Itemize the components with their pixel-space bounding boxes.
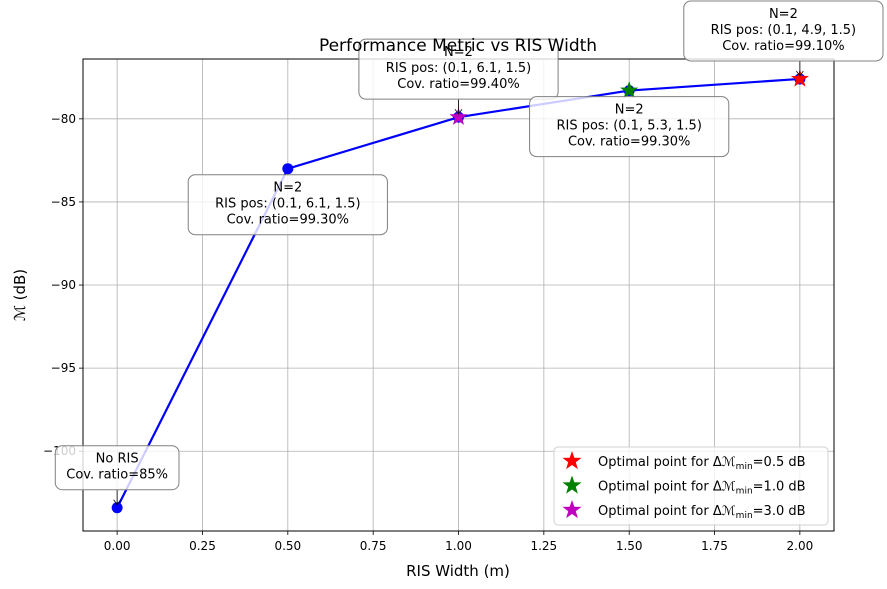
optimal-point-star bbox=[790, 69, 809, 87]
annotation-text-line: N=2 bbox=[444, 45, 473, 60]
legend-marker-star bbox=[562, 475, 582, 494]
x-tick-label: 0.25 bbox=[189, 539, 216, 553]
legend-entry-prefix: Optimal point for Δ bbox=[598, 455, 722, 470]
optimal-point-star bbox=[449, 107, 468, 125]
x-tick-label: 0.75 bbox=[360, 539, 387, 553]
y-tick-label: −90 bbox=[51, 278, 76, 292]
annotation-text-line: Cov. ratio=99.40% bbox=[397, 77, 519, 92]
y-axis-title-symbol: ℳ bbox=[11, 305, 29, 321]
legend-entry-subscript: min bbox=[736, 487, 753, 497]
legend-box bbox=[553, 446, 829, 526]
annotation-text-line: Cov. ratio=99.30% bbox=[227, 213, 349, 228]
annotation-text-line: N=2 bbox=[769, 7, 798, 22]
annotation-text-line: Cov. ratio=99.30% bbox=[568, 135, 690, 150]
annotation-box bbox=[54, 445, 180, 491]
annotation-box bbox=[187, 174, 388, 236]
legend-entry-label: Optimal point for Δℳmin=3.0 dB bbox=[598, 504, 806, 521]
data-point-marker bbox=[111, 502, 123, 514]
annotation-box bbox=[529, 96, 730, 158]
data-points bbox=[111, 69, 809, 514]
legend-entry-suffix: =3.0 dB bbox=[753, 504, 806, 519]
legend-entry-prefix: Optimal point for Δ bbox=[598, 504, 722, 519]
annotation-text-line: Cov. ratio=85% bbox=[66, 468, 168, 483]
legend-marker-star bbox=[562, 451, 582, 470]
annotation-text-line: RIS pos: (0.1, 6.1, 1.5) bbox=[215, 197, 360, 212]
annotation-box bbox=[358, 38, 559, 100]
x-tick-label: 1.50 bbox=[616, 539, 643, 553]
annotation-arrow-head bbox=[113, 499, 121, 506]
annotation-text-line: RIS pos: (0.1, 6.1, 1.5) bbox=[386, 61, 531, 76]
y-tick-label: −95 bbox=[51, 361, 76, 375]
legend-entry-label: Optimal point for Δℳmin=0.5 dB bbox=[598, 455, 806, 472]
x-tick-label: 1.00 bbox=[445, 539, 472, 553]
annotation-box bbox=[683, 0, 884, 62]
legend-entry-symbol: ℳ bbox=[722, 480, 736, 495]
chart-title: Performance Metric vs RIS Width bbox=[319, 36, 597, 56]
x-tick-label: 0.50 bbox=[274, 539, 301, 553]
x-tick-label: 0.00 bbox=[104, 539, 131, 553]
annotation-text-line: RIS pos: (0.1, 4.9, 1.5) bbox=[711, 23, 856, 38]
x-tick-label: 1.75 bbox=[701, 539, 728, 553]
legend-entry-subscript: min bbox=[736, 462, 753, 472]
legend-entry-subscript: min bbox=[736, 511, 753, 521]
annotation-text-line: RIS pos: (0.1, 5.3, 1.5) bbox=[556, 119, 701, 134]
data-point-marker bbox=[282, 163, 294, 175]
legend-entry-symbol: ℳ bbox=[722, 455, 736, 470]
legend-marker-star bbox=[562, 500, 582, 519]
y-axis-title-unit: (dB) bbox=[11, 269, 29, 305]
x-tick-label: 1.25 bbox=[530, 539, 557, 553]
y-axis-title: ℳ (dB) bbox=[11, 269, 29, 321]
annotation-text-line: N=2 bbox=[273, 181, 302, 196]
x-axis-title: RIS Width (m) bbox=[406, 562, 510, 580]
legend-entry-suffix: =1.0 dB bbox=[753, 480, 806, 495]
annotation-arrow-head bbox=[454, 108, 463, 115]
annotation-text-line: Cov. ratio=99.10% bbox=[722, 39, 844, 54]
legend-entry-prefix: Optimal point for Δ bbox=[598, 480, 722, 495]
annotation-arrow-head bbox=[796, 70, 804, 77]
x-axis-ticks: 0.00 0.25 0.50 0.75 1.00 1.25 1.50 1.75 2.00 bbox=[104, 531, 813, 553]
annotation-text-line: N=2 bbox=[615, 103, 644, 118]
y-tick-label: −80 bbox=[51, 112, 76, 126]
optimal-point-star bbox=[620, 81, 639, 99]
annotation-text-line: No RIS bbox=[96, 452, 139, 467]
legend-entry-suffix: =0.5 dB bbox=[753, 455, 806, 470]
y-tick-label: −85 bbox=[51, 195, 76, 209]
legend-entry-symbol: ℳ bbox=[722, 504, 736, 519]
legend-entry-label: Optimal point for Δℳmin=1.0 dB bbox=[598, 480, 806, 497]
x-tick-label: 2.00 bbox=[787, 539, 814, 553]
